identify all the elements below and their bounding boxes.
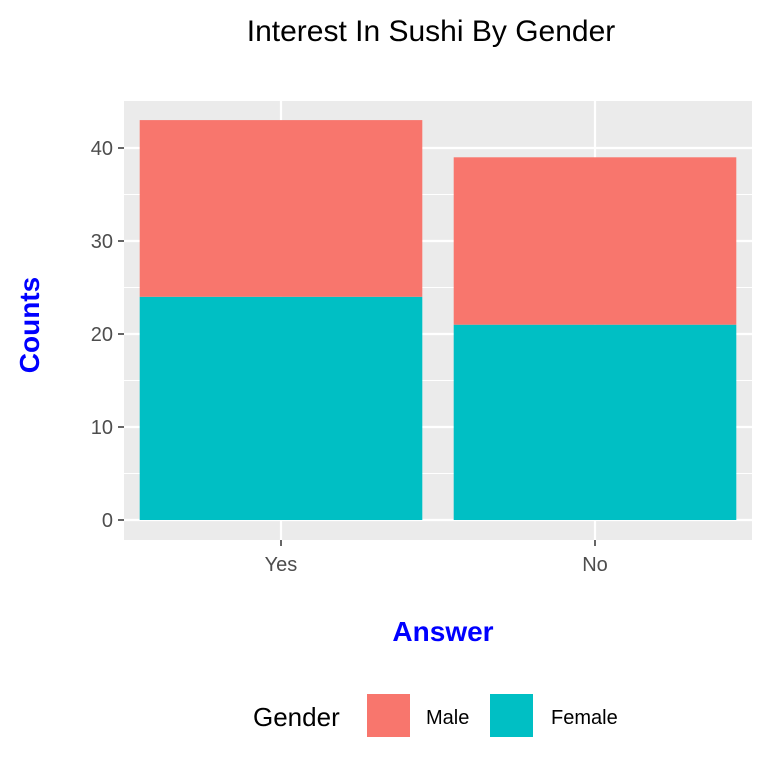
y-tick-label: 30: [91, 231, 113, 253]
y-tick-label: 40: [91, 138, 113, 160]
legend: Gender Male Female: [253, 694, 618, 737]
legend-title: Gender: [253, 702, 340, 732]
bars: [139, 120, 737, 520]
x-axis-ticks: Yes No: [265, 540, 608, 576]
x-axis-title: Answer: [392, 616, 493, 647]
legend-label-male: Male: [426, 707, 469, 729]
y-tick-label: 0: [102, 510, 113, 532]
bar-female-no: [453, 324, 737, 520]
y-tick-label: 20: [91, 324, 113, 346]
legend-key-female: [490, 694, 533, 737]
legend-label-female: Female: [551, 707, 618, 729]
y-axis-title: Counts: [14, 277, 45, 373]
bar-female-yes: [139, 296, 423, 520]
x-tick-label: Yes: [265, 554, 298, 576]
chart-title: Interest In Sushi By Gender: [247, 15, 616, 48]
bar-male-no: [453, 157, 737, 325]
bar-male-yes: [139, 120, 423, 297]
y-tick-label: 10: [91, 417, 113, 439]
legend-key-male: [367, 694, 410, 737]
y-axis-ticks: 0 10 20 30 40: [91, 138, 124, 532]
x-tick-label: No: [582, 554, 608, 576]
